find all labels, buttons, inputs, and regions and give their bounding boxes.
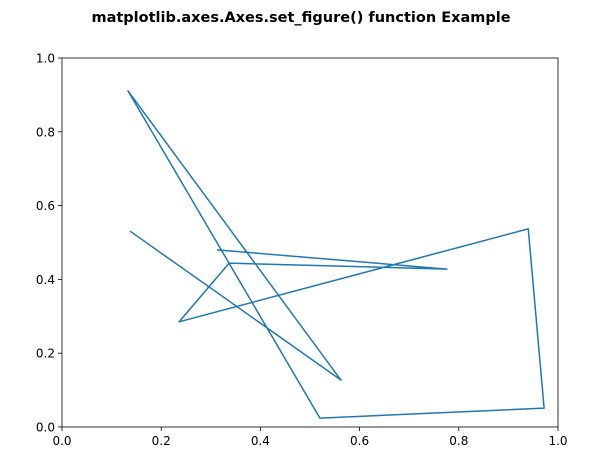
y-tick-label: 0.4: [36, 273, 55, 287]
y-tick-label: 0.8: [36, 125, 55, 139]
y-tick-label: 0.6: [36, 199, 55, 213]
chart-title: matplotlib.axes.Axes.set_figure() functi…: [91, 10, 510, 26]
x-tick-label: 0.8: [449, 434, 468, 448]
axes-frame: [61, 57, 559, 428]
line: [127, 90, 545, 419]
x-tick-label: 0.4: [251, 434, 270, 448]
x-tick-label: 0.0: [52, 434, 71, 448]
x-tick-label: 0.6: [350, 434, 369, 448]
x-tick-label: 0.2: [152, 434, 171, 448]
y-tick-label: 1.0: [36, 52, 55, 66]
x-tick-label: 1.0: [548, 434, 567, 448]
y-tick-label: 0.2: [36, 347, 55, 361]
y-tick-label: 0.0: [36, 421, 55, 435]
